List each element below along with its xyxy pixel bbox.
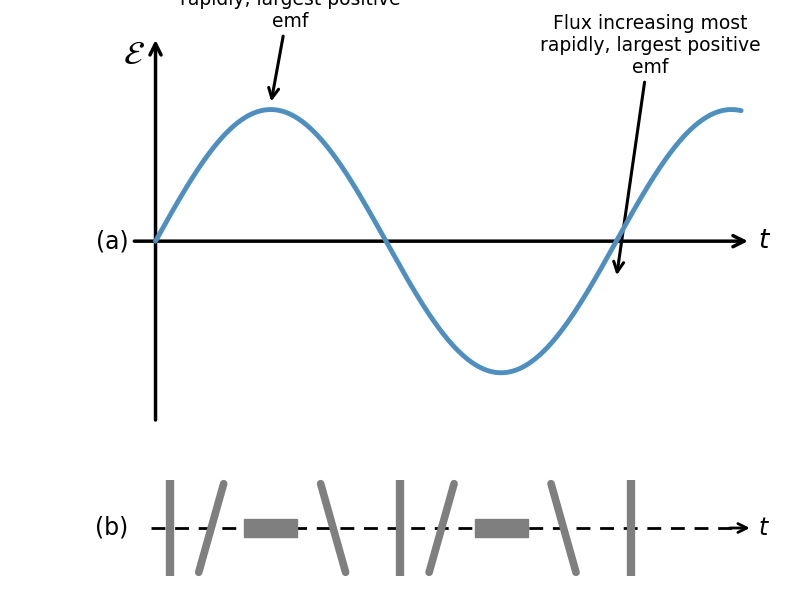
- Text: Flux decreasing most
rapidly, largest positive
emf: Flux decreasing most rapidly, largest po…: [180, 0, 400, 98]
- Text: $\mathcal{E}$: $\mathcal{E}$: [124, 38, 146, 71]
- FancyBboxPatch shape: [244, 519, 297, 537]
- Text: Flux increasing most
rapidly, largest positive
emf: Flux increasing most rapidly, largest po…: [539, 14, 760, 272]
- Text: (b): (b): [95, 516, 128, 540]
- Text: $t$: $t$: [759, 228, 771, 254]
- Text: $t$: $t$: [759, 516, 771, 540]
- Text: (a): (a): [96, 229, 128, 253]
- FancyBboxPatch shape: [474, 519, 527, 537]
